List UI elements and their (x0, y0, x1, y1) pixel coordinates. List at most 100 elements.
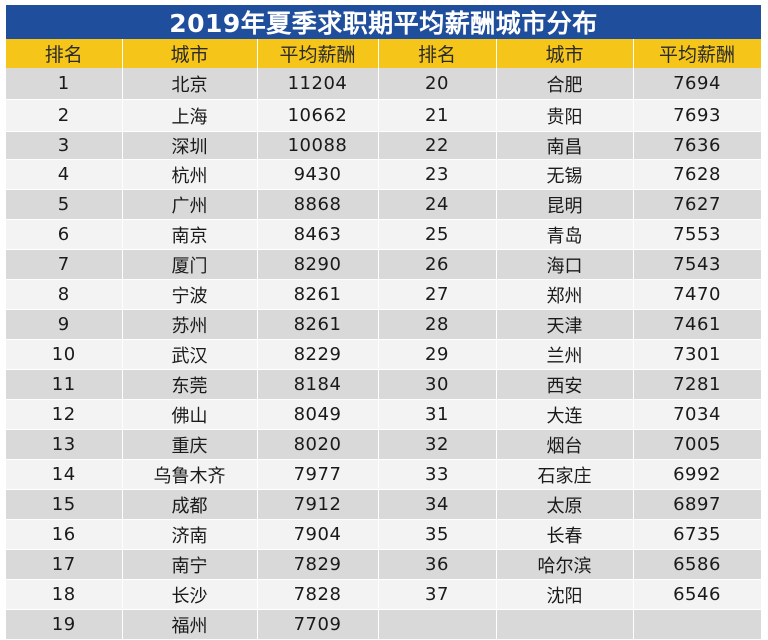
city-cell: 杭州 (122, 159, 258, 190)
rank-cell: 12 (6, 399, 123, 430)
salary-cell: 7977 (257, 459, 379, 490)
rank-cell: 34 (378, 489, 497, 520)
city-cell: 深圳 (122, 131, 258, 160)
salary-cell: 8463 (257, 219, 379, 250)
table-row: 12 佛山 8049 31 大连 7034 (6, 399, 762, 430)
rank-cell: 27 (378, 279, 497, 310)
city-cell: 兰州 (496, 339, 634, 370)
salary-cell: 10662 (257, 99, 379, 132)
city-cell: 沈阳 (496, 579, 634, 610)
salary-table-container: 2019年夏季求职期平均薪酬城市分布 排名 城市 平均薪酬 排名 城市 平均薪酬… (6, 5, 762, 640)
rank-cell: 15 (6, 489, 123, 520)
city-cell: 西安 (496, 369, 634, 400)
rank-cell: 31 (378, 399, 497, 430)
salary-cell: 7005 (633, 429, 762, 460)
rank-cell: 28 (378, 309, 497, 340)
table-row: 10 武汉 8229 29 兰州 7301 (6, 339, 762, 370)
city-cell: 昆明 (496, 189, 634, 220)
city-cell: 无锡 (496, 159, 634, 190)
salary-cell: 8261 (257, 309, 379, 340)
city-cell: 南京 (122, 219, 258, 250)
table-row: 5 广州 8868 24 昆明 7627 (6, 189, 762, 220)
city-cell: 福州 (122, 609, 258, 640)
table-row: 7 厦门 8290 26 海口 7543 (6, 249, 762, 280)
salary-table: 排名 城市 平均薪酬 排名 城市 平均薪酬 1 北京 11204 20 合肥 7694 2 上… (6, 39, 762, 640)
table-row: 19 福州 7709 (6, 609, 762, 640)
city-cell: 宁波 (122, 279, 258, 310)
header-salary-left: 平均薪酬 (257, 39, 379, 68)
city-cell: 上海 (122, 99, 258, 132)
rank-cell: 5 (6, 189, 123, 220)
salary-cell: 8868 (257, 189, 379, 220)
rank-cell: 13 (6, 429, 123, 460)
city-cell: 贵阳 (496, 99, 634, 132)
table-row: 8 宁波 8261 27 郑州 7470 (6, 279, 762, 310)
header-city-left: 城市 (122, 39, 258, 68)
salary-cell: 7636 (633, 131, 762, 160)
salary-cell: 7912 (257, 489, 379, 520)
salary-cell: 7709 (257, 609, 379, 640)
salary-cell: 6992 (633, 459, 762, 490)
rank-cell: 8 (6, 279, 123, 310)
salary-cell: 9430 (257, 159, 379, 190)
rank-cell: 36 (378, 549, 497, 580)
rank-cell: 9 (6, 309, 123, 340)
header-rank-right: 排名 (378, 39, 497, 68)
rank-cell: 35 (378, 519, 497, 550)
rank-cell: 24 (378, 189, 497, 220)
salary-cell: 7470 (633, 279, 762, 310)
rank-cell: 25 (378, 219, 497, 250)
salary-cell: 8020 (257, 429, 379, 460)
rank-cell: 32 (378, 429, 497, 460)
table-row: 9 苏州 8261 28 天津 7461 (6, 309, 762, 340)
rank-cell: 26 (378, 249, 497, 280)
salary-cell: 6897 (633, 489, 762, 520)
salary-cell: 6735 (633, 519, 762, 550)
city-cell: 哈尔滨 (496, 549, 634, 580)
city-cell: 成都 (122, 489, 258, 520)
table-row: 1 北京 11204 20 合肥 7694 (6, 68, 762, 100)
table-row: 6 南京 8463 25 青岛 7553 (6, 219, 762, 250)
salary-cell: 7828 (257, 579, 379, 610)
city-cell: 南昌 (496, 131, 634, 160)
city-cell (496, 609, 634, 640)
rank-cell: 37 (378, 579, 497, 610)
salary-cell: 7301 (633, 339, 762, 370)
rank-cell: 23 (378, 159, 497, 190)
salary-cell: 8261 (257, 279, 379, 310)
city-cell: 北京 (122, 68, 258, 100)
rank-cell: 7 (6, 249, 123, 280)
rank-cell: 3 (6, 131, 123, 160)
salary-cell: 8229 (257, 339, 379, 370)
salary-cell: 8184 (257, 369, 379, 400)
table-row: 3 深圳 10088 22 南昌 7636 (6, 131, 762, 160)
table-body: 1 北京 11204 20 合肥 7694 2 上海 10662 21 贵阳 7693 3 深圳 10088… (6, 68, 762, 640)
city-cell: 济南 (122, 519, 258, 550)
city-cell: 青岛 (496, 219, 634, 250)
city-cell: 乌鲁木齐 (122, 459, 258, 490)
city-cell: 郑州 (496, 279, 634, 310)
table-row: 16 济南 7904 35 长春 6735 (6, 519, 762, 550)
salary-cell: 7034 (633, 399, 762, 430)
city-cell: 烟台 (496, 429, 634, 460)
rank-cell: 29 (378, 339, 497, 370)
salary-cell: 7627 (633, 189, 762, 220)
salary-cell: 6586 (633, 549, 762, 580)
rank-cell: 16 (6, 519, 123, 550)
city-cell: 厦门 (122, 249, 258, 280)
table-title: 2019年夏季求职期平均薪酬城市分布 (6, 5, 761, 39)
salary-cell: 7628 (633, 159, 762, 190)
table-row: 11 东莞 8184 30 西安 7281 (6, 369, 762, 400)
salary-cell: 8290 (257, 249, 379, 280)
city-cell: 广州 (122, 189, 258, 220)
city-cell: 石家庄 (496, 459, 634, 490)
rank-cell: 1 (6, 68, 123, 100)
rank-cell: 33 (378, 459, 497, 490)
salary-cell: 11204 (257, 68, 379, 100)
table-row: 4 杭州 9430 23 无锡 7628 (6, 159, 762, 190)
city-cell: 天津 (496, 309, 634, 340)
rank-cell: 18 (6, 579, 123, 610)
salary-cell: 7694 (633, 68, 762, 100)
table-row: 14 乌鲁木齐 7977 33 石家庄 6992 (6, 459, 762, 490)
city-cell: 东莞 (122, 369, 258, 400)
